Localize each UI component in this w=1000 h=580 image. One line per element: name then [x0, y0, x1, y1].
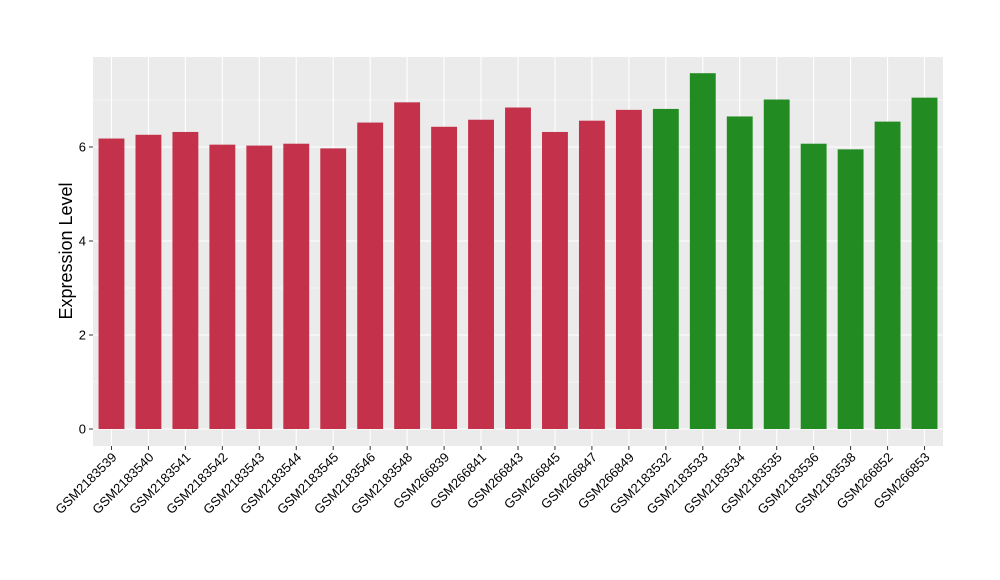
bar-GSM266841 [468, 119, 494, 430]
bar-GSM2183543 [246, 145, 273, 429]
y-tick-label: 4 [79, 234, 86, 249]
x-axis: GSM2183539GSM2183540GSM2183541GSM2183542… [52, 446, 933, 517]
bar-GSM2183532 [652, 108, 679, 430]
bar-GSM2183546 [357, 122, 384, 429]
bar-GSM266843 [505, 107, 531, 430]
bar-GSM266839 [431, 126, 458, 429]
bar-GSM2183536 [800, 143, 827, 429]
bar-GSM2183544 [283, 143, 310, 429]
y-axis-title: Expression Level [56, 182, 76, 319]
bar-GSM2183545 [320, 148, 347, 429]
bar-GSM2183534 [726, 116, 753, 429]
bar-GSM266852 [874, 121, 901, 430]
bar-GSM2183542 [209, 144, 236, 429]
bar-GSM266853 [911, 97, 938, 430]
bar-GSM2183541 [172, 131, 199, 429]
y-tick-label: 0 [79, 422, 86, 437]
y-tick-label: 6 [79, 140, 86, 155]
bar-GSM2183539 [98, 138, 125, 430]
bar-GSM2183535 [763, 99, 790, 429]
bar-GSM2183538 [837, 149, 864, 429]
bar-GSM266847 [578, 120, 605, 430]
bar-GSM2183540 [135, 134, 162, 429]
bars [98, 73, 938, 430]
bar-GSM266849 [615, 109, 642, 430]
y-tick-label: 2 [79, 328, 86, 343]
bar-GSM2183548 [394, 102, 421, 429]
y-axis: 0 2 4 6 [79, 140, 93, 437]
bar-GSM2183533 [689, 73, 716, 430]
bar-GSM266845 [542, 131, 568, 429]
